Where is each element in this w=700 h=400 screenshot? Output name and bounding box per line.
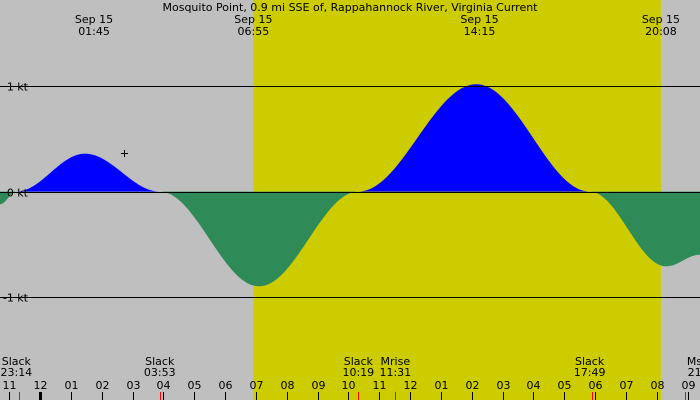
hour-tick-label: 01 [65, 379, 79, 392]
hour-tick-label: 03 [127, 379, 141, 392]
hour-tick-label: 12 [34, 379, 48, 392]
event-time-label: 23:14 [0, 366, 32, 379]
chart-title: Mosquito Point, 0.9 mi SSE of, Rappahann… [163, 1, 539, 14]
event-name-label: Slack [145, 355, 175, 368]
hour-tick-label: 07 [620, 379, 634, 392]
event-name-label: Slack [344, 355, 374, 368]
hour-tick-label: 08 [281, 379, 295, 392]
event-time-label: 10:19 [342, 366, 374, 379]
ebb-area-2 [159, 191, 359, 287]
event-name-label: Slack [575, 355, 605, 368]
hour-tick-label: 06 [219, 379, 233, 392]
top-date-label: Sep 15 [460, 13, 498, 26]
hour-tick-label: 10 [342, 379, 356, 392]
top-time-label: 20:08 [645, 25, 677, 38]
y-tick-label: 0 kt [7, 187, 29, 200]
top-date-label: Sep 15 [234, 13, 272, 26]
event-time-label: 11:31 [379, 366, 411, 379]
current-areas [0, 84, 700, 287]
event-time-label: 17:49 [574, 366, 606, 379]
hour-tick-label: 01 [435, 379, 449, 392]
hour-tick-label: 04 [527, 379, 541, 392]
y-gridlines: 1 kt 0 kt -1 kt [0, 81, 700, 305]
hour-tick-label: 09 [682, 379, 696, 392]
hour-tick-label: 07 [250, 379, 264, 392]
hour-tick-label: 05 [558, 379, 572, 392]
hour-tick-label: 08 [651, 379, 665, 392]
hour-tick-label: 06 [589, 379, 603, 392]
event-time-label: 03:53 [144, 366, 176, 379]
flood-area-3 [358, 84, 590, 192]
hour-tick-label: 09 [312, 379, 326, 392]
y-tick-label: 1 kt [7, 81, 29, 94]
hour-axis: 11 12 01 02 03 04 05 06 07 08 09 10 11 12 01 02 03 04 05 06… [3, 379, 696, 400]
hour-tick-label: 12 [404, 379, 418, 392]
top-date-label: Sep 15 [642, 13, 680, 26]
hour-tick-label: 11 [3, 379, 17, 392]
event-labels: Slack23:14Slack03:53Slack10:19Mrise11:31… [0, 355, 700, 379]
ebb-area-4 [589, 191, 700, 267]
event-name-label: Slack [2, 355, 32, 368]
hour-tick-label: 03 [497, 379, 511, 392]
ebb-area-0 [0, 191, 17, 205]
event-name-label: Mset [687, 355, 700, 368]
event-name-label: Mrise [381, 355, 411, 368]
top-time-label: 14:15 [464, 25, 496, 38]
flood-area-1 [16, 153, 160, 192]
hour-tick-label: 04 [157, 379, 171, 392]
top-date-label: Sep 15 [75, 13, 113, 26]
y-tick-label: -1 kt [3, 292, 29, 305]
hour-tick-label: 05 [188, 379, 202, 392]
hour-tick-label: 02 [466, 379, 480, 392]
event-time-label: 21:2 [688, 366, 700, 379]
top-time-label: 01:45 [78, 25, 110, 38]
hour-tick-label: 11 [373, 379, 387, 392]
top-time-label: 06:55 [238, 25, 270, 38]
hour-tick-label: 02 [96, 379, 110, 392]
cursor-marker [121, 150, 128, 157]
